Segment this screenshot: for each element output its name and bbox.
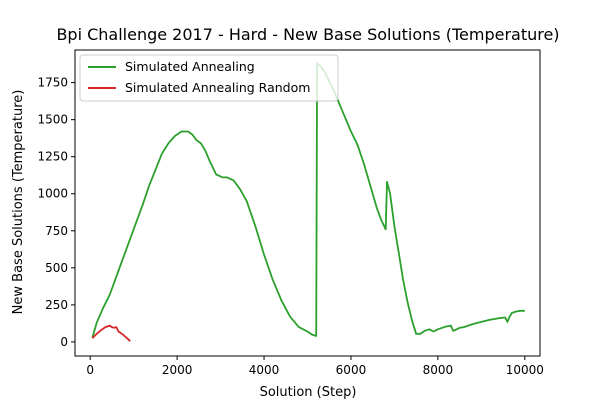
y-tick-label: 1750 [37, 76, 68, 90]
series-line-1 [91, 324, 131, 342]
y-tick-label: 1000 [37, 187, 68, 201]
x-tick-label: 8000 [423, 363, 454, 377]
y-axis-label: New Base Solutions (Temperature) [11, 90, 26, 315]
x-axis-label: Solution (Step) [260, 385, 357, 400]
x-tick-label: 4000 [249, 363, 280, 377]
x-tick-label: 0 [86, 363, 94, 377]
x-axis: 0 2000 4000 6000 8000 10000 [86, 356, 544, 377]
y-tick-label: 1250 [37, 150, 68, 164]
legend-label-0: Simulated Annealing [125, 59, 255, 74]
y-tick-label: 750 [45, 224, 68, 238]
y-axis: 0 250 500 750 1000 1250 1500 1750 [37, 76, 75, 349]
y-tick-label: 250 [45, 298, 68, 312]
legend-box [79, 54, 339, 102]
plot-area [91, 62, 525, 342]
x-tick-label: 10000 [506, 363, 544, 377]
y-tick-label: 0 [60, 335, 68, 349]
x-tick-label: 2000 [162, 363, 193, 377]
x-tick-label: 6000 [336, 363, 367, 377]
y-tick-label: 500 [45, 261, 68, 275]
plot-frame [74, 49, 541, 357]
legend-label-1: Simulated Annealing Random [125, 80, 310, 95]
chart-title: Bpi Challenge 2017 - Hard - New Base Sol… [56, 25, 559, 44]
y-tick-label: 1500 [37, 113, 68, 127]
series-line-0 [91, 62, 525, 338]
legend: Simulated Annealing Simulated Annealing R… [79, 54, 339, 102]
